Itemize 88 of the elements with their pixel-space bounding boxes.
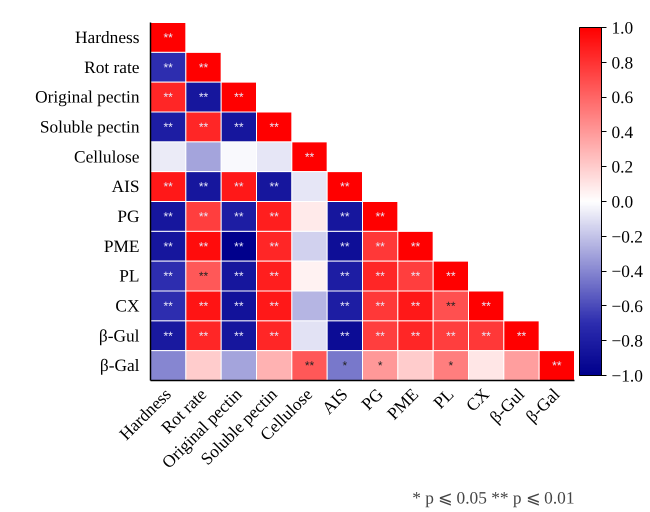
data-label: ** — [234, 298, 244, 313]
data-label: ** — [163, 120, 174, 134]
y-tick-label: PME — [104, 236, 140, 256]
data-label: ** — [446, 269, 456, 284]
data-label: ** — [410, 269, 420, 284]
color-bar-label: −0.8 — [612, 332, 643, 351]
data-label: ** — [446, 298, 456, 313]
data-label: ** — [234, 209, 244, 224]
data-label: ** — [375, 239, 386, 254]
data-label: ** — [340, 328, 350, 343]
data-label: ** — [234, 328, 244, 343]
data-label: ** — [340, 239, 350, 254]
data-label: ** — [163, 180, 174, 194]
data-label: ** — [163, 30, 174, 44]
color-bar-label: 0.6 — [612, 88, 634, 108]
data-label: ** — [163, 90, 174, 104]
data-label: ** — [234, 120, 244, 134]
color-bar-label: 0.8 — [612, 53, 634, 72]
data-label: ** — [304, 358, 314, 373]
data-label: ** — [163, 239, 174, 254]
data-label: ** — [198, 209, 208, 224]
data-label: ** — [481, 328, 492, 343]
data-label: ** — [163, 209, 174, 224]
data-label: ** — [269, 180, 280, 194]
data-label: ** — [410, 239, 420, 254]
data-label: ** — [198, 120, 208, 134]
data-label: ** — [198, 90, 208, 104]
data-label: ** — [163, 60, 174, 74]
data-label: ** — [269, 209, 280, 224]
y-tick-label: β-Gal — [100, 356, 140, 376]
y-tick-label: PL — [119, 266, 140, 286]
color-bar-label: 0.0 — [612, 192, 634, 212]
y-tick-label: Cellulose — [74, 147, 140, 166]
data-label: ** — [375, 328, 386, 343]
x-tick-label: PG — [358, 384, 387, 414]
y-tick-label: CX — [115, 296, 140, 316]
data-label: ** — [375, 209, 386, 224]
y-tick-label: Rot rate — [84, 58, 140, 77]
data-label: ** — [163, 328, 174, 343]
data-label: ** — [340, 180, 350, 194]
color-bar-label: −1.0 — [612, 366, 643, 386]
data-label: ** — [198, 328, 208, 343]
data-label: ** — [340, 269, 350, 284]
y-tick-label: β-Gul — [98, 326, 140, 346]
data-label: ** — [234, 180, 244, 194]
data-label: ** — [198, 298, 208, 313]
y-tick-label: AIS — [112, 177, 140, 196]
data-label: ** — [269, 269, 280, 284]
x-tick-label: AIS — [318, 384, 352, 418]
data-label: ** — [340, 209, 350, 224]
data-label: ** — [269, 328, 280, 343]
data-label: ** — [198, 180, 208, 194]
data-label: * — [342, 358, 348, 373]
x-tick-label: PL — [430, 384, 458, 413]
color-bar-label: 0.4 — [612, 122, 634, 142]
data-label: ** — [446, 328, 456, 343]
data-label: ** — [198, 269, 208, 284]
data-label: ** — [375, 269, 386, 284]
text: * p ⩽ 0.05 ** p ⩽ 0.01 — [412, 488, 575, 508]
data-label: ** — [304, 150, 314, 164]
y-tick-label: Original pectin — [35, 88, 140, 107]
color-bar-label: 0.2 — [612, 158, 634, 177]
data-label: * — [448, 358, 454, 373]
data-label: ** — [340, 298, 350, 313]
data-label: ** — [516, 328, 526, 343]
data-label: ** — [163, 298, 174, 313]
color-bar-label: −0.2 — [612, 227, 643, 246]
color-bar-label: 1.0 — [612, 18, 634, 38]
color-bar-label: −0.6 — [612, 296, 644, 316]
y-tick-label: Hardness — [75, 28, 140, 47]
data-label: ** — [269, 298, 280, 313]
data-label: ** — [375, 298, 386, 313]
y-tick-label: PG — [117, 206, 140, 226]
data-label: ** — [269, 120, 280, 134]
data-label: ** — [269, 239, 280, 254]
data-label: ** — [234, 90, 244, 104]
data-label: ** — [552, 358, 562, 373]
data-label: ** — [481, 298, 492, 313]
data-label: * — [378, 358, 383, 373]
y-tick-label: Soluble pectin — [40, 117, 140, 136]
data-label: ** — [410, 328, 420, 343]
data-label: ** — [198, 60, 208, 74]
data-label: ** — [163, 269, 174, 284]
data-label: ** — [234, 269, 244, 284]
color-bar-label: −0.4 — [612, 262, 644, 282]
data-label: ** — [410, 298, 420, 313]
data-label: ** — [234, 239, 244, 254]
data-label: ** — [198, 239, 208, 254]
